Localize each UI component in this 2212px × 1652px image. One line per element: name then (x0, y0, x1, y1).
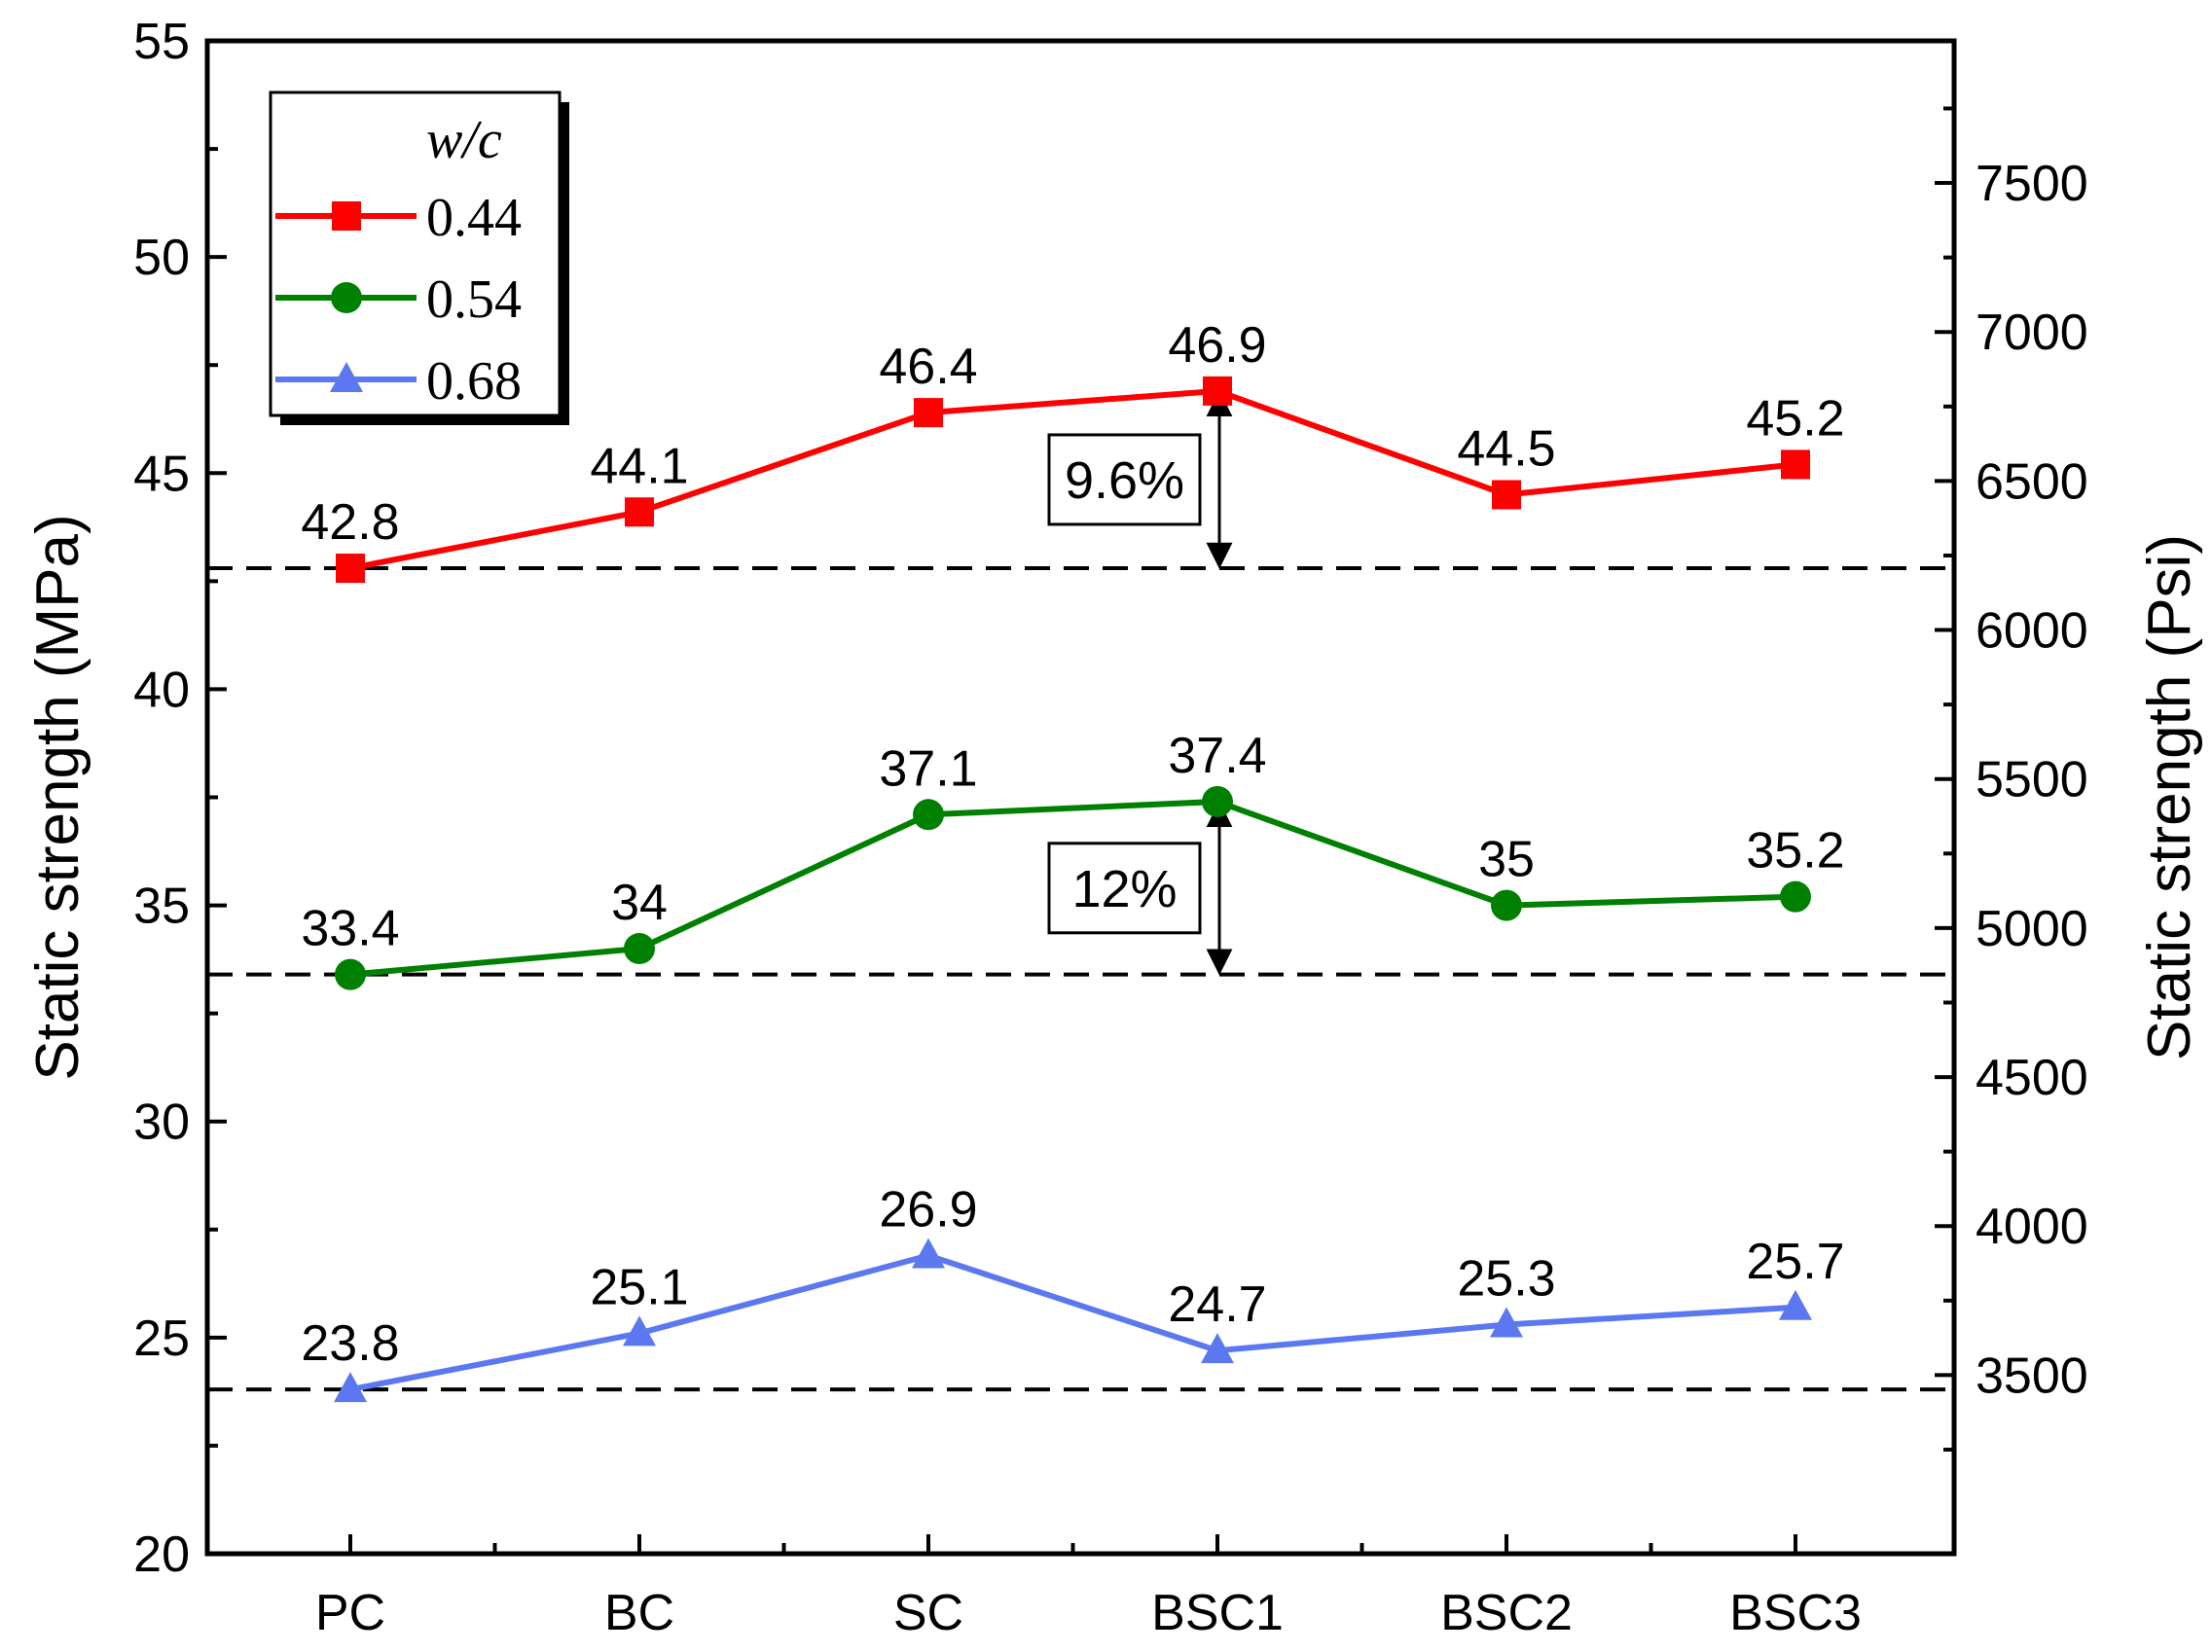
y-tick-label: 45 (133, 446, 190, 502)
y2-tick-label: 3500 (1976, 1347, 2088, 1404)
data-point (1779, 1289, 1812, 1320)
y2-tick-label: 5000 (1976, 901, 2088, 957)
data-label: 42.8 (301, 494, 399, 551)
y-tick-label: 30 (133, 1095, 190, 1151)
y2-tick-label: 6000 (1976, 603, 2088, 660)
data-label: 25.3 (1457, 1251, 1555, 1308)
data-point (1491, 889, 1522, 921)
annotation-label: 12% (1071, 860, 1177, 918)
data-label: 44.5 (1457, 421, 1555, 478)
legend-entry: 0.54 (426, 269, 522, 330)
data-point (625, 497, 654, 527)
legend-marker (330, 362, 363, 392)
annotation-box (1047, 842, 1202, 935)
legend-marker (331, 282, 362, 313)
data-point (624, 933, 655, 964)
data-point (1780, 880, 1811, 913)
x-tick-label: BSC2 (1440, 1585, 1573, 1641)
legend-entry: 0.68 (426, 351, 522, 412)
data-point (335, 958, 366, 990)
x-tick-label: PC (315, 1585, 385, 1641)
x-tick-label: BSC3 (1729, 1585, 1862, 1641)
y-axis-title: Static strength (MPa) (24, 514, 91, 1080)
data-point (913, 799, 944, 831)
y2-tick-label: 7000 (1976, 305, 2088, 361)
data-point (334, 1372, 367, 1403)
data-label: 37.4 (1168, 728, 1266, 784)
data-label: 37.1 (879, 740, 977, 797)
data-label: 25.1 (590, 1259, 688, 1315)
data-point (1490, 1307, 1523, 1338)
data-point (336, 554, 365, 584)
data-label: 35 (1478, 832, 1535, 888)
x-tick-label: SC (893, 1585, 963, 1641)
y2-tick-label: 6500 (1976, 453, 2088, 510)
data-point (914, 398, 943, 428)
series-line (349, 798, 1796, 978)
y-tick-label: 20 (133, 1526, 190, 1583)
data-label: 25.7 (1746, 1234, 1844, 1290)
y2-tick-label: 4000 (1976, 1199, 2088, 1255)
y-tick-label: 25 (133, 1311, 190, 1367)
data-label: 44.1 (590, 438, 688, 494)
data-label: 23.8 (301, 1315, 399, 1372)
data-label: 45.2 (1746, 390, 1844, 447)
data-label: 34 (611, 875, 668, 931)
legend-marker (332, 201, 361, 231)
y2-axis-title: Static strength (Psi) (2136, 534, 2203, 1060)
series-line (349, 387, 1796, 571)
data-point (1202, 785, 1233, 817)
legend-entry: 0.44 (426, 188, 522, 248)
x-tick-label: BC (604, 1585, 674, 1641)
data-point (1201, 1333, 1234, 1364)
y-tick-label: 40 (133, 662, 190, 718)
x-tick-label: BSC1 (1151, 1585, 1284, 1641)
y2-tick-label: 4500 (1976, 1050, 2088, 1106)
data-point (1492, 480, 1521, 510)
data-label: 26.9 (879, 1181, 977, 1238)
annotation-label: 9.6% (1065, 451, 1184, 510)
y2-tick-label: 7500 (1976, 156, 2088, 212)
y2-tick-label: 5500 (1976, 752, 2088, 808)
y-tick-label: 35 (133, 879, 190, 935)
y-tick-label: 55 (133, 14, 190, 70)
y-tick-label: 50 (133, 230, 190, 286)
data-label: 33.4 (301, 901, 399, 957)
data-point (623, 1315, 656, 1347)
series-line (349, 1252, 1796, 1393)
data-label: 35.2 (1746, 823, 1844, 880)
data-label: 46.9 (1168, 317, 1266, 374)
data-point (1781, 449, 1810, 480)
data-point (912, 1238, 945, 1269)
legend-title: w/c (426, 110, 502, 170)
data-label: 46.4 (879, 339, 977, 395)
annotation-box (1047, 433, 1202, 526)
data-point (1203, 376, 1232, 406)
data-label: 24.7 (1168, 1276, 1266, 1333)
legend-box (269, 90, 562, 417)
